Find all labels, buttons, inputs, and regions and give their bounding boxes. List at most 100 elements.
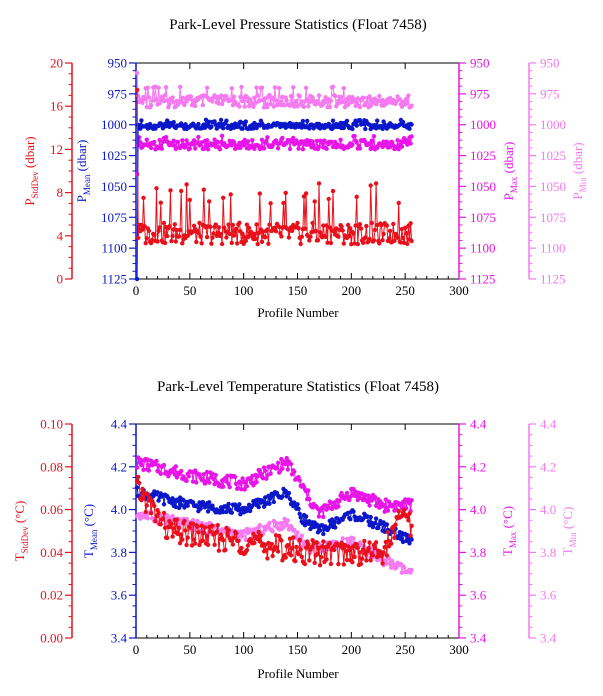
data-point-stddev <box>258 533 264 538</box>
data-point-mean <box>179 502 184 508</box>
data-point-max <box>244 484 250 489</box>
data-point-stddev <box>370 553 376 558</box>
data-point-min <box>188 94 194 99</box>
data-point-stddev <box>354 194 359 199</box>
data-point-stddev <box>373 540 379 545</box>
y-axis-label-mean: PMean (dbar) <box>74 140 92 203</box>
data-point-min <box>134 70 140 76</box>
data-point-stddev <box>160 516 166 521</box>
data-point-stddev <box>297 537 302 543</box>
y-axis-label-max: TMax (°C) <box>500 506 518 556</box>
data-point-stddev <box>270 553 275 559</box>
data-point-stddev <box>309 545 314 550</box>
data-point-max <box>297 478 302 483</box>
y-tick-label-mean: 3.4 <box>111 631 128 646</box>
data-point-max <box>383 497 388 502</box>
x-tick-label: 300 <box>449 283 469 298</box>
data-point-mean <box>363 126 368 132</box>
data-point-max <box>275 460 281 465</box>
data-point-stddev <box>306 541 311 547</box>
data-point-stddev <box>226 528 231 533</box>
y-axis-label-max: PMax (dbar) <box>501 142 519 201</box>
data-point-stddev <box>382 545 387 550</box>
data-point-stddev <box>177 541 183 546</box>
data-point-stddev <box>328 561 334 567</box>
data-point-max <box>329 139 335 145</box>
data-point-stddev <box>310 220 315 226</box>
data-point-stddev <box>265 227 270 232</box>
data-point-max <box>387 144 393 150</box>
data-point-min <box>347 94 352 100</box>
data-point-stddev <box>381 231 386 237</box>
y-tick-label-stddev: 4 <box>57 228 64 243</box>
data-point-min <box>375 557 380 563</box>
data-point-mean <box>280 494 285 499</box>
data-point-max <box>179 468 184 474</box>
data-point-stddev <box>379 222 384 228</box>
data-point-mean <box>198 506 203 511</box>
data-point-stddev <box>311 541 316 546</box>
data-point-max <box>339 490 344 496</box>
data-point-max <box>148 145 154 151</box>
data-point-stddev <box>407 511 412 516</box>
data-point-mean <box>297 511 302 516</box>
data-point-max <box>260 476 266 481</box>
data-point-mean <box>316 121 322 127</box>
data-point-min <box>406 93 411 98</box>
data-point-stddev <box>399 513 405 519</box>
data-point-stddev <box>367 540 372 545</box>
y-tick-label-stddev: 0.06 <box>40 502 63 517</box>
data-point-min <box>310 95 315 100</box>
data-point-stddev <box>377 241 382 246</box>
data-point-stddev <box>245 543 251 548</box>
data-point-max <box>219 133 225 138</box>
y-tick-label-max: 3.6 <box>470 588 487 603</box>
data-point-stddev <box>266 241 271 246</box>
data-point-min <box>345 102 351 108</box>
data-point-stddev <box>362 538 367 544</box>
data-point-max <box>265 135 270 140</box>
data-point-min <box>170 95 175 100</box>
data-point-min <box>182 102 187 108</box>
data-point-stddev <box>302 226 308 231</box>
data-point-stddev <box>263 235 268 240</box>
data-point-stddev <box>153 518 158 524</box>
x-tick-label: 200 <box>342 283 362 298</box>
data-point-stddev <box>156 228 161 234</box>
data-point-stddev <box>316 545 322 551</box>
data-point-max <box>292 469 297 474</box>
data-point-max <box>307 496 312 502</box>
data-point-max <box>385 508 391 513</box>
data-point-min <box>285 518 290 523</box>
data-point-max <box>331 500 337 505</box>
data-point-stddev <box>331 547 337 553</box>
y-tick-label-mean: 1050 <box>101 179 127 194</box>
data-point-stddev <box>408 221 413 226</box>
data-point-stddev <box>355 241 360 247</box>
data-point-min <box>340 536 345 541</box>
x-tick-label: 50 <box>183 283 196 298</box>
data-point-max <box>141 467 146 472</box>
data-point-max <box>221 484 226 489</box>
data-point-min <box>259 85 265 90</box>
data-point-mean <box>409 122 414 127</box>
data-point-stddev <box>277 533 282 539</box>
data-point-min <box>270 529 275 534</box>
data-point-stddev <box>236 538 241 544</box>
data-point-max <box>322 138 327 143</box>
data-point-max <box>310 139 315 144</box>
data-point-stddev <box>144 503 149 508</box>
data-point-mean <box>287 496 293 502</box>
data-point-stddev <box>392 535 397 540</box>
data-point-min <box>341 86 346 91</box>
data-point-max <box>238 145 243 150</box>
data-point-stddev <box>380 561 385 566</box>
data-point-stddev <box>349 242 354 247</box>
data-point-min <box>327 104 332 110</box>
data-point-stddev <box>200 538 205 543</box>
data-point-stddev <box>148 511 154 516</box>
data-point-stddev <box>392 238 397 243</box>
data-point-min <box>351 536 356 541</box>
data-point-min <box>409 567 414 573</box>
